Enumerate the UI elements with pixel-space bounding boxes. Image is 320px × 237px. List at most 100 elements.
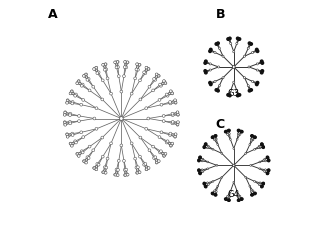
Circle shape (237, 133, 239, 135)
Circle shape (177, 113, 179, 116)
Circle shape (66, 135, 69, 138)
Circle shape (95, 168, 98, 171)
Circle shape (250, 43, 252, 45)
Circle shape (63, 114, 66, 116)
Circle shape (159, 150, 162, 153)
Circle shape (225, 198, 227, 200)
Circle shape (86, 156, 89, 159)
Circle shape (176, 111, 179, 114)
Circle shape (203, 183, 205, 185)
Circle shape (237, 199, 239, 201)
Circle shape (222, 77, 224, 79)
Circle shape (95, 66, 98, 69)
Circle shape (215, 89, 218, 91)
Circle shape (236, 42, 238, 45)
Circle shape (170, 90, 172, 93)
Circle shape (201, 160, 203, 162)
Circle shape (93, 68, 95, 70)
Circle shape (145, 66, 148, 69)
Circle shape (126, 61, 129, 64)
Circle shape (164, 153, 167, 155)
Circle shape (126, 61, 129, 64)
Circle shape (254, 148, 255, 150)
Circle shape (169, 132, 172, 135)
Circle shape (92, 85, 95, 88)
Circle shape (174, 101, 177, 104)
Circle shape (70, 90, 73, 93)
Circle shape (265, 169, 266, 171)
Circle shape (232, 66, 235, 68)
Circle shape (227, 133, 228, 135)
Circle shape (80, 131, 83, 134)
Circle shape (130, 142, 133, 145)
Circle shape (262, 146, 264, 148)
Circle shape (64, 123, 67, 126)
Circle shape (252, 51, 254, 54)
Circle shape (78, 114, 80, 117)
Circle shape (144, 72, 147, 74)
Circle shape (66, 136, 69, 138)
Circle shape (212, 181, 214, 182)
Circle shape (210, 83, 212, 86)
Circle shape (159, 83, 162, 86)
Circle shape (255, 83, 258, 86)
Circle shape (163, 154, 165, 157)
Circle shape (207, 145, 209, 147)
Circle shape (93, 167, 96, 169)
Circle shape (63, 121, 66, 124)
Circle shape (101, 98, 104, 101)
Circle shape (237, 196, 239, 198)
Circle shape (87, 77, 90, 80)
Circle shape (248, 42, 251, 45)
Circle shape (251, 194, 253, 196)
Circle shape (230, 42, 232, 45)
Circle shape (75, 93, 77, 96)
Text: G3: G3 (228, 89, 240, 97)
Circle shape (126, 173, 129, 176)
Circle shape (88, 89, 91, 92)
Circle shape (216, 164, 218, 166)
Circle shape (227, 195, 228, 197)
Circle shape (97, 163, 100, 166)
Circle shape (218, 85, 220, 87)
Circle shape (198, 169, 200, 171)
Circle shape (211, 192, 213, 194)
Circle shape (211, 136, 213, 138)
Circle shape (250, 164, 252, 166)
Circle shape (123, 66, 126, 68)
Circle shape (145, 128, 148, 130)
Circle shape (171, 92, 174, 95)
Circle shape (258, 184, 260, 186)
Circle shape (204, 70, 206, 72)
Circle shape (228, 199, 229, 201)
Circle shape (240, 130, 243, 132)
Circle shape (228, 129, 229, 132)
Circle shape (64, 123, 67, 126)
Circle shape (139, 98, 142, 101)
Circle shape (204, 143, 206, 146)
Circle shape (104, 63, 107, 65)
Circle shape (71, 134, 74, 137)
Circle shape (145, 168, 148, 171)
Circle shape (114, 61, 117, 64)
Circle shape (245, 153, 247, 154)
Circle shape (103, 68, 106, 71)
Circle shape (238, 199, 240, 201)
Circle shape (237, 129, 239, 132)
Circle shape (116, 66, 119, 68)
Circle shape (244, 77, 245, 79)
Circle shape (160, 103, 163, 106)
Circle shape (174, 99, 176, 101)
Circle shape (212, 136, 214, 138)
Circle shape (81, 151, 84, 154)
Circle shape (157, 75, 160, 77)
Circle shape (260, 60, 263, 63)
Circle shape (171, 112, 174, 115)
Circle shape (229, 191, 231, 192)
Circle shape (207, 161, 209, 163)
Circle shape (215, 135, 217, 137)
Circle shape (254, 192, 256, 194)
Circle shape (215, 43, 218, 45)
Circle shape (214, 190, 215, 192)
Circle shape (266, 173, 268, 175)
